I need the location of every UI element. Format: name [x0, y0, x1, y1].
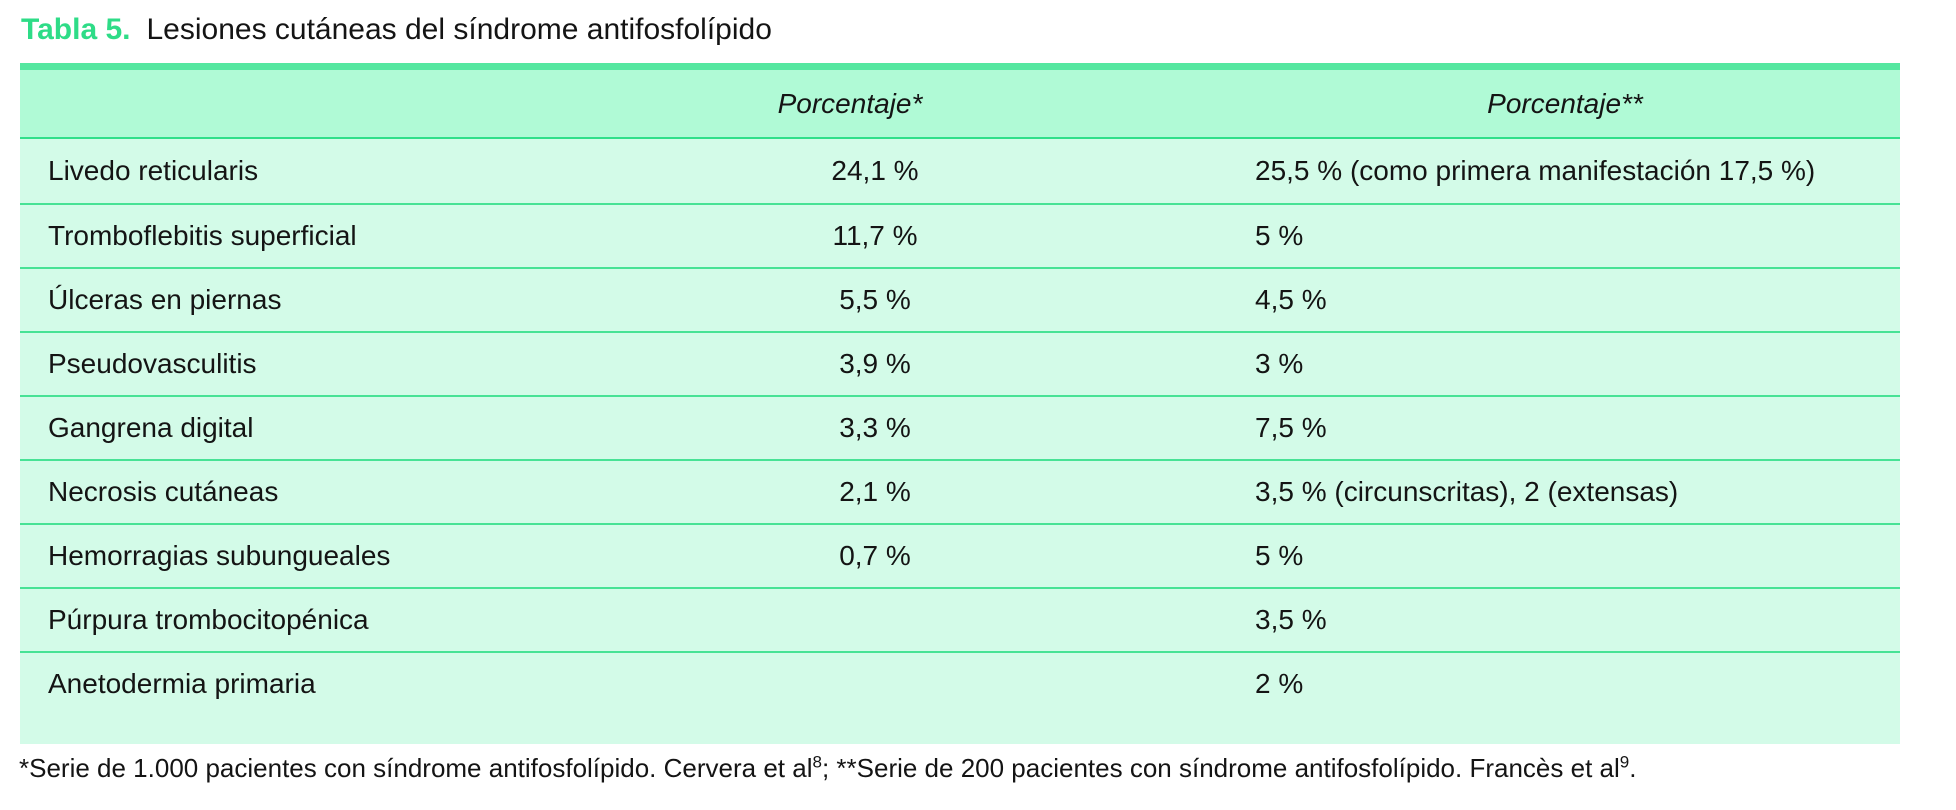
table-title: Tabla 5. Lesiones cutáneas del síndrome a… [21, 10, 772, 50]
table-row: Tromboflebitis superficial 11,7 % 5 % [20, 203, 1900, 267]
table-row: Hemorragias subungueales 0,7 % 5 % [20, 523, 1900, 587]
row-label: Pseudovasculitis [48, 348, 257, 379]
row-pct1: 2,1 % [839, 476, 911, 507]
row-pct2: 3 % [1255, 348, 1304, 379]
table-header-row: Porcentaje* Porcentaje** [20, 70, 1900, 139]
footnote-text-1: *Serie de 1.000 pacientes con síndrome a… [19, 753, 813, 783]
row-pct1: 0,7 % [839, 540, 911, 571]
table-body: Livedo reticularis 24,1 % 25,5 % (como p… [20, 139, 1900, 715]
table-row: Anetodermia primaria 2 % [20, 651, 1900, 715]
table-row: Livedo reticularis 24,1 % 25,5 % (como p… [20, 139, 1900, 203]
footnote-ref-9: 9 [1619, 752, 1630, 772]
table-row: Pseudovasculitis 3,9 % 3 % [20, 331, 1900, 395]
row-pct2: 7,5 % [1255, 412, 1327, 443]
table-top-bar [20, 63, 1900, 70]
table-row: Úlceras en piernas 5,5 % 4,5 % [20, 267, 1900, 331]
row-pct1: 11,7 % [832, 220, 918, 251]
row-pct2: 3,5 % [1255, 604, 1327, 635]
row-label: Hemorragias subungueales [48, 540, 391, 571]
table-row: Necrosis cutáneas 2,1 % 3,5 % (circunscr… [20, 459, 1900, 523]
row-label: Anetodermia primaria [48, 668, 316, 699]
table-number-label: Tabla 5. [21, 13, 131, 46]
row-label: Púrpura trombocitopénica [48, 604, 369, 635]
lesions-table: Porcentaje* Porcentaje** Livedo reticula… [20, 63, 1900, 744]
header-cell-porcentaje-2: Porcentaje** [1487, 87, 1643, 119]
table-title-text: Lesiones cutáneas del síndrome antifosfo… [146, 13, 772, 46]
row-pct1: 3,9 % [839, 348, 911, 379]
row-pct1: 5,5 % [839, 284, 911, 315]
table-row: Gangrena digital 3,3 % 7,5 % [20, 395, 1900, 459]
row-label: Livedo reticularis [48, 155, 259, 186]
footnote-text-3: . [1629, 753, 1637, 783]
footnote-ref-8: 8 [812, 752, 822, 772]
row-pct1: 3,3 % [839, 412, 911, 443]
header-cell-porcentaje-1: Porcentaje* [777, 87, 923, 119]
row-pct2: 5 % [1255, 540, 1304, 571]
row-label: Tromboflebitis superficial [48, 220, 357, 251]
row-label: Úlceras en piernas [48, 284, 282, 315]
row-pct2: 5 % [1255, 220, 1304, 251]
row-pct2: 4,5 % [1255, 284, 1327, 315]
footnote: *Serie de 1.000 pacientes con síndrome a… [19, 751, 1636, 785]
table-row: Púrpura trombocitopénica 3,5 % [20, 587, 1900, 651]
row-label: Necrosis cutáneas [48, 476, 279, 507]
row-pct2: 25,5 % (como primera manifestación 17,5 … [1255, 155, 1816, 186]
row-pct2: 3,5 % (circunscritas), 2 (extensas) [1255, 476, 1679, 507]
row-pct2: 2 % [1255, 668, 1304, 699]
row-pct1: 24,1 % [831, 155, 919, 186]
footnote-text-2: ; **Serie de 200 pacientes con síndrome … [821, 753, 1620, 783]
row-label: Gangrena digital [48, 412, 254, 443]
